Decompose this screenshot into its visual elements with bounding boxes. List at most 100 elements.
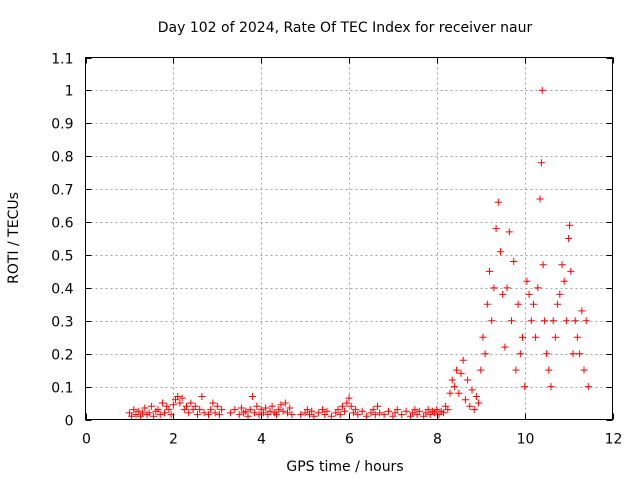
- data-point: [439, 409, 447, 417]
- data-point: [194, 411, 201, 419]
- data-point: [567, 267, 575, 275]
- data-point: [235, 411, 243, 419]
- y-tick-label: 0.1: [51, 381, 73, 397]
- data-point: [385, 407, 392, 415]
- data-point: [551, 333, 559, 341]
- data-point: [213, 402, 221, 410]
- data-point: [398, 411, 406, 419]
- data-point: [303, 406, 311, 414]
- data-point: [543, 350, 551, 358]
- data-point: [150, 412, 158, 420]
- data-point: [472, 393, 480, 400]
- data-point: [281, 399, 289, 407]
- data-point: [341, 407, 349, 415]
- data-point: [211, 409, 219, 417]
- data-point: [453, 366, 461, 374]
- data-point: [475, 399, 483, 407]
- data-point: [532, 333, 540, 341]
- y-tick-label: 0.9: [51, 117, 73, 133]
- data-point: [178, 394, 186, 402]
- data-point: [207, 406, 215, 414]
- data-point: [521, 383, 529, 391]
- data-point: [205, 411, 212, 419]
- data-point: [371, 411, 379, 419]
- data-point: [578, 307, 586, 315]
- data-point: [310, 412, 318, 420]
- plot-frame: [85, 57, 613, 420]
- data-point: [248, 393, 256, 400]
- data-point: [501, 343, 509, 351]
- data-points: [125, 86, 592, 420]
- data-point: [354, 411, 362, 419]
- data-point: [255, 411, 263, 419]
- y-tick-label: 0.7: [51, 183, 73, 199]
- data-point: [196, 406, 204, 414]
- data-point: [479, 333, 487, 341]
- data-point: [477, 366, 485, 374]
- data-point: [499, 290, 507, 298]
- data-point: [297, 411, 305, 419]
- data-point: [259, 409, 267, 417]
- x-tick-label: 12: [605, 432, 623, 448]
- data-point: [494, 198, 502, 206]
- data-point: [457, 369, 465, 377]
- x-tick-label: 0: [82, 432, 91, 448]
- data-point: [576, 350, 584, 358]
- data-point: [582, 317, 590, 325]
- data-point: [497, 248, 504, 256]
- data-point: [530, 300, 537, 308]
- data-point: [523, 277, 531, 285]
- data-point: [154, 406, 162, 414]
- data-point: [516, 350, 524, 358]
- data-point: [481, 350, 489, 358]
- data-point: [130, 406, 138, 414]
- data-point: [455, 389, 463, 397]
- data-point: [508, 317, 515, 325]
- data-point: [358, 407, 366, 415]
- data-point: [198, 393, 206, 400]
- data-point: [503, 284, 511, 292]
- data-point: [246, 406, 254, 414]
- data-point: [446, 389, 454, 397]
- data-point: [374, 402, 381, 410]
- data-point: [534, 284, 542, 292]
- data-point: [562, 317, 570, 325]
- data-point: [490, 284, 498, 292]
- data-point: [167, 411, 175, 419]
- data-point: [444, 406, 452, 414]
- data-point: [134, 407, 142, 415]
- y-tick-label: 0.6: [51, 216, 73, 232]
- y-tick-label: 0.2: [51, 348, 73, 364]
- data-point: [376, 409, 384, 417]
- data-point: [514, 300, 522, 308]
- chart-title: Day 102 of 2024, Rate Of TEC Index for r…: [158, 20, 533, 36]
- data-point: [492, 225, 500, 233]
- data-point: [161, 409, 169, 417]
- data-point: [510, 258, 518, 265]
- data-point: [369, 406, 377, 414]
- data-point: [539, 261, 547, 269]
- data-point: [338, 402, 346, 410]
- data-point: [156, 411, 164, 419]
- data-point: [538, 86, 546, 94]
- data-point: [183, 402, 190, 410]
- data-point: [218, 406, 226, 414]
- data-point: [566, 221, 573, 229]
- x-tick-labels: 0 2 4 6 8 10 12: [82, 432, 622, 448]
- data-point: [158, 399, 166, 407]
- y-tick-label: 1: [65, 84, 74, 100]
- data-point: [483, 300, 491, 308]
- data-point: [486, 267, 493, 275]
- y-tick-label: 0.8: [51, 150, 73, 166]
- data-point: [573, 333, 581, 341]
- data-point: [165, 406, 173, 414]
- data-point: [464, 376, 472, 384]
- data-point: [537, 159, 545, 167]
- data-point: [334, 406, 342, 414]
- data-point: [209, 399, 217, 407]
- y-tick-label: 0.5: [51, 249, 73, 265]
- data-point: [549, 317, 557, 325]
- data-point: [466, 402, 474, 410]
- data-point: [200, 409, 208, 417]
- data-point: [347, 402, 355, 410]
